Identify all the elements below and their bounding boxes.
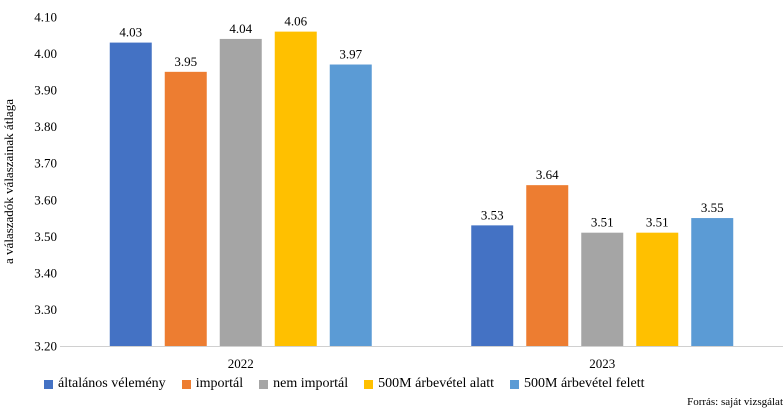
bar [329, 64, 372, 347]
data-label: 3.55 [701, 200, 724, 215]
y-tick-label: 3.40 [34, 265, 57, 280]
y-tick-label: 3.20 [34, 339, 57, 354]
bar [164, 71, 207, 346]
bar [636, 232, 679, 346]
x-tick-label: 2022 [228, 356, 254, 371]
bar [691, 218, 734, 346]
legend-swatch [510, 379, 520, 389]
legend-label: általános vélemény [58, 376, 166, 391]
data-label: 3.53 [481, 207, 504, 222]
legend-item: 500M árbevétel alatt [364, 376, 494, 392]
bar [274, 31, 317, 346]
source-note: Forrás: saját vizsgálat [687, 396, 783, 408]
y-axis-title: a válaszadók válaszainak átlaga [1, 99, 16, 264]
y-tick-label: 3.50 [34, 229, 57, 244]
bar [109, 42, 152, 346]
legend-swatch [364, 379, 374, 389]
legend-swatch [259, 379, 269, 389]
bar-chart: 3.20 3.30 3.40 3.50 3.60 3.70 3.80 3.90 4.00 4.10… [1, 10, 783, 371]
legend-label: nem importál [273, 376, 349, 391]
legend-item: nem importál [259, 376, 348, 392]
y-tick-label: 3.60 [34, 192, 57, 207]
y-tick-label: 4.00 [34, 46, 57, 61]
legend-swatch [44, 379, 53, 389]
y-tick-label: 3.70 [34, 156, 57, 171]
bar [581, 232, 624, 346]
data-label: 4.06 [284, 14, 307, 29]
bar [471, 225, 514, 346]
data-label: 3.97 [339, 47, 362, 62]
y-tick-label: 3.80 [34, 119, 57, 134]
bar [219, 38, 262, 346]
data-label: 4.04 [229, 21, 252, 36]
data-label: 3.95 [174, 54, 197, 69]
data-label: 3.51 [591, 215, 614, 230]
legend-item: 500M árbevétel felett [510, 376, 645, 392]
legend-item: általános vélemény [44, 376, 166, 392]
y-tick-label: 3.90 [34, 83, 57, 98]
data-label: 3.51 [646, 215, 669, 230]
legend-label: 500M árbevétel alatt [378, 376, 495, 391]
legend: általános vélemény importál nem importál 50… [44, 375, 661, 393]
legend-label: importál [195, 376, 244, 391]
legend-item: importál [181, 376, 244, 392]
bar [526, 185, 569, 346]
legend-swatch [181, 379, 191, 389]
legend-label: 500M árbevétel felett [524, 376, 645, 391]
data-label: 3.64 [536, 167, 559, 182]
y-tick-label: 3.30 [34, 302, 57, 317]
data-label: 4.03 [119, 25, 142, 40]
x-tick-label: 2023 [589, 356, 615, 371]
y-tick-label: 4.10 [34, 10, 57, 25]
